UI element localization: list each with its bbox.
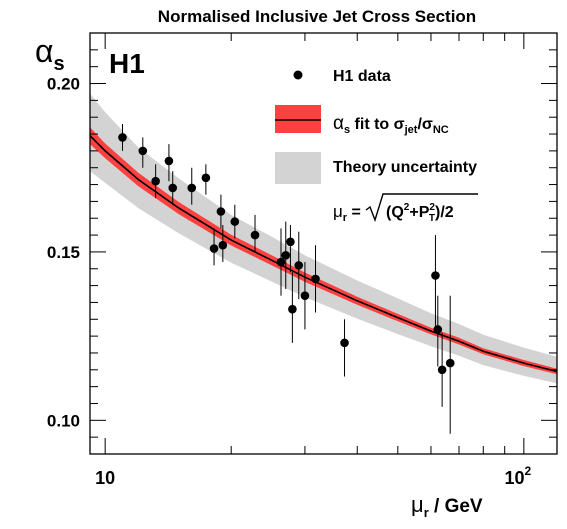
legend-theory-label: Theory uncertainty	[333, 159, 477, 176]
formula-close: )/2	[435, 204, 454, 221]
experiment-label: H1	[109, 48, 145, 79]
data-point-7	[201, 164, 211, 195]
formula-q-sup: 2	[404, 202, 410, 213]
y-axis-label-main: α	[35, 33, 54, 69]
formula-p-sup: 2	[429, 202, 435, 213]
data-marker	[276, 257, 286, 267]
data-point-15	[286, 224, 295, 273]
data-point-20	[340, 319, 349, 377]
legend-fit-jet-sub: jet	[404, 124, 418, 136]
y-tick-label-2: 0.15	[47, 243, 80, 262]
data-point-11	[230, 204, 240, 239]
chart-title: Normalised Inclusive Jet Cross Section	[158, 7, 476, 26]
legend-formula-body: (Q2+P2 T)/2	[386, 202, 454, 224]
y-axis-label: αs	[35, 33, 65, 75]
x-tick-exponent: 2	[525, 464, 532, 478]
legend: H1 data αs fit to σjet/σNC Theory uncert…	[275, 68, 478, 224]
data-marker	[230, 217, 240, 226]
data-point-2	[138, 137, 148, 168]
data-marker	[218, 240, 228, 250]
data-point-3	[151, 164, 160, 199]
legend-data-label: H1 data	[333, 68, 391, 85]
data-marker	[209, 244, 219, 253]
legend-theory-swatch	[275, 152, 321, 184]
legend-data-marker	[293, 70, 303, 80]
data-marker	[138, 146, 148, 156]
formula-mu-sub: r	[343, 212, 348, 224]
formula-sqrt-sign	[365, 193, 478, 223]
data-marker	[431, 271, 440, 280]
legend-fit-text: fit to σ	[350, 116, 405, 133]
data-point-23	[437, 332, 447, 407]
data-point-18	[300, 262, 310, 330]
legend-fit-swatch	[275, 105, 321, 133]
x-axis-label-unit: / GeV	[429, 496, 483, 517]
data-point-1	[118, 123, 127, 151]
data-marker	[168, 183, 178, 193]
legend-fit-alpha-sub: s	[344, 124, 350, 136]
data-point-8	[209, 228, 219, 266]
data-marker	[286, 237, 295, 247]
data-marker	[311, 274, 320, 284]
theory-band-layer	[90, 93, 557, 384]
data-marker	[118, 133, 127, 142]
legend-formula-lhs: μr =	[333, 202, 361, 224]
data-marker	[201, 173, 211, 183]
data-point-17	[294, 231, 304, 300]
formula-eq: =	[347, 204, 361, 221]
data-point-5	[168, 171, 178, 205]
data-marker	[433, 325, 443, 334]
data-point-14	[281, 221, 291, 289]
y-axis-label-sub: s	[54, 53, 65, 75]
x-tick-base: 10	[504, 468, 524, 488]
data-marker	[164, 156, 174, 166]
data-point-22	[433, 295, 443, 367]
data-points-layer	[118, 123, 455, 434]
data-point-9	[216, 194, 226, 229]
data-marker	[300, 291, 310, 301]
formula-mu: μ	[333, 202, 343, 221]
data-marker	[187, 183, 197, 193]
formula-plus: +P	[409, 204, 429, 221]
x-tick-label-1: 10	[95, 468, 115, 488]
data-point-16	[288, 272, 297, 343]
x-tick-label-2: 102	[504, 464, 531, 488]
legend-fit-nc-sub: NC	[433, 124, 449, 136]
y-tick-label-3: 0.20	[47, 75, 80, 94]
data-point-12	[250, 214, 260, 252]
data-marker	[288, 304, 297, 314]
x-axis-label-main: μ	[411, 492, 424, 517]
legend-fit-alpha: α	[333, 113, 344, 134]
formula-open: (Q	[386, 204, 404, 221]
data-point-21	[431, 235, 440, 327]
theory-band	[90, 93, 557, 384]
data-point-24	[445, 295, 455, 434]
data-point-13	[276, 228, 286, 296]
data-marker	[340, 338, 349, 348]
legend-fit-label: αs fit to σjet/σNC	[333, 113, 449, 136]
data-marker	[281, 250, 291, 260]
legend-fit-slash: /σ	[417, 116, 432, 133]
fit-line-layer	[89, 135, 558, 373]
plot-frame	[89, 32, 558, 455]
formula-p-sub: T	[429, 213, 435, 224]
data-point-4	[164, 144, 174, 182]
x-axis-label: μr / GeV	[411, 492, 483, 520]
data-marker	[294, 261, 304, 270]
axis-ticks-layer	[90, 32, 557, 455]
data-point-10	[218, 224, 228, 263]
y-tick-label-1: 0.10	[47, 411, 80, 430]
data-marker	[437, 365, 447, 375]
data-point-6	[187, 167, 197, 205]
data-marker	[250, 230, 260, 240]
data-marker	[445, 358, 455, 368]
data-point-19	[311, 245, 320, 313]
data-marker	[151, 176, 160, 186]
x-axis-label-sub: r	[424, 505, 429, 520]
data-marker	[216, 207, 226, 216]
fit-line	[89, 135, 558, 373]
x-tick-base: 10	[95, 468, 115, 488]
